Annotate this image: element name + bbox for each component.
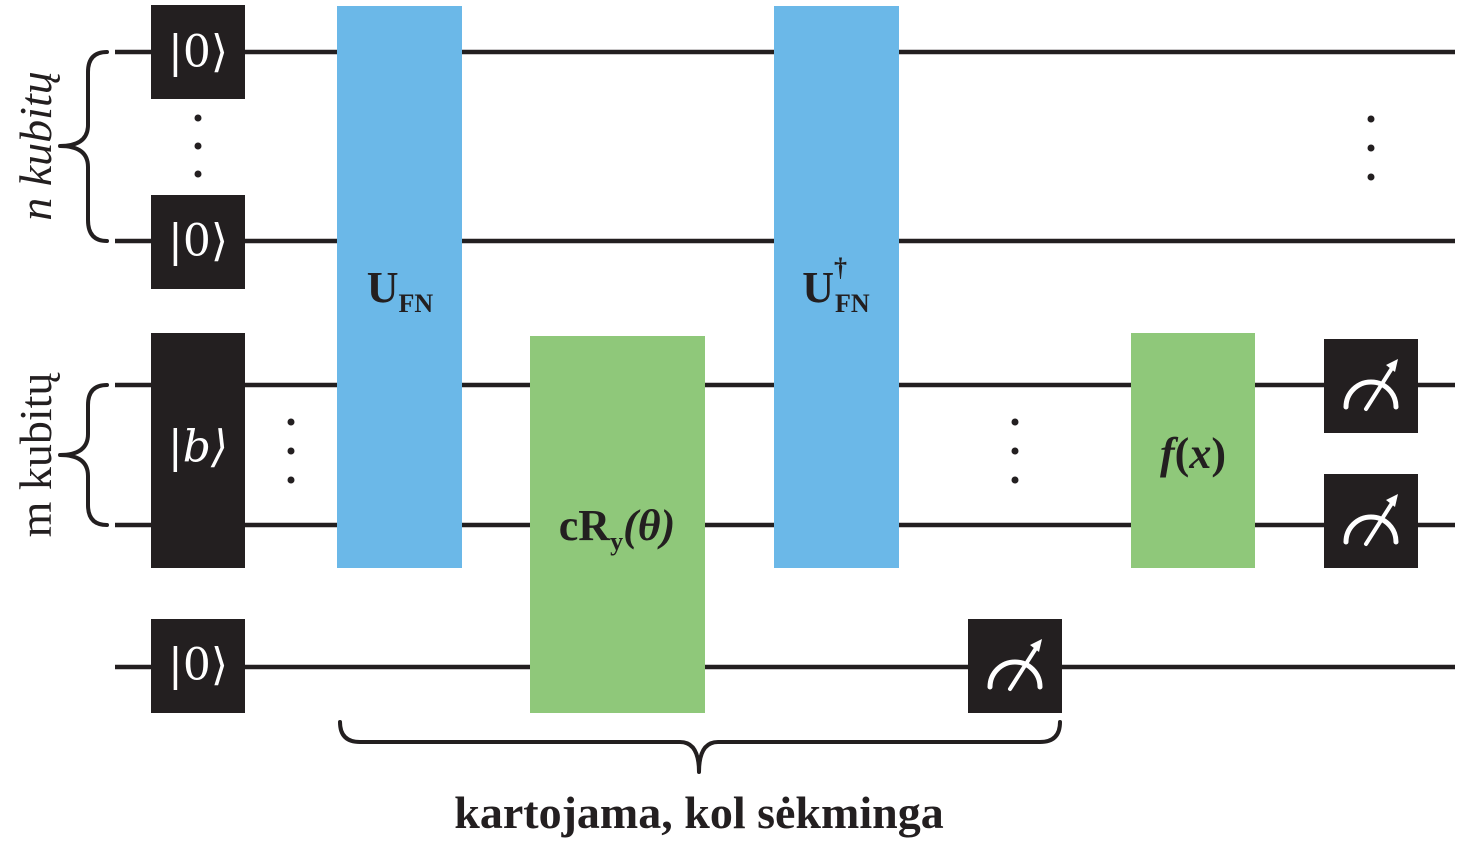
measure-m-bottom <box>1324 474 1418 568</box>
ellipsis-n-qubits <box>194 114 202 178</box>
ket-b-box <box>151 333 245 568</box>
fx-gate <box>1131 333 1255 568</box>
ufn-gate <box>337 6 462 568</box>
brace-repeat <box>338 720 1062 774</box>
ellipsis-m-qubits-left <box>287 418 295 484</box>
measure-ancilla <box>968 619 1062 713</box>
ufn-dagger-gate <box>774 6 899 568</box>
ufn-dagger-gate-label: U† FN <box>802 253 870 318</box>
cry-gate-label: cRy(θ) <box>559 501 675 556</box>
brace-m-qubits <box>58 383 109 527</box>
ket-b: |b⟩ <box>168 422 228 473</box>
ket-zero-mid-box <box>151 195 245 289</box>
cry-gate <box>530 336 705 713</box>
ket-zero-top-box <box>151 5 245 99</box>
ellipsis-n-qubits-right <box>1367 115 1375 181</box>
measure-m-top <box>1324 339 1418 433</box>
fx-gate-label: f(x) <box>1160 429 1226 478</box>
ket-zero-ancilla: |0⟩ <box>168 640 228 691</box>
ufn-gate-label: UFN <box>367 263 434 318</box>
ket-zero-ancilla-box <box>151 619 245 713</box>
n-qubits-label: n kubitų <box>10 71 61 220</box>
m-qubits-label: m kubitų <box>10 372 61 538</box>
ket-zero-top: |0⟩ <box>168 27 228 78</box>
brace-n-qubits <box>58 50 109 243</box>
repeat-label: kartojama, kol sėkminga <box>454 787 943 838</box>
ellipsis-m-qubits-middle <box>1011 418 1019 484</box>
ket-zero-mid: |0⟩ <box>168 216 228 267</box>
